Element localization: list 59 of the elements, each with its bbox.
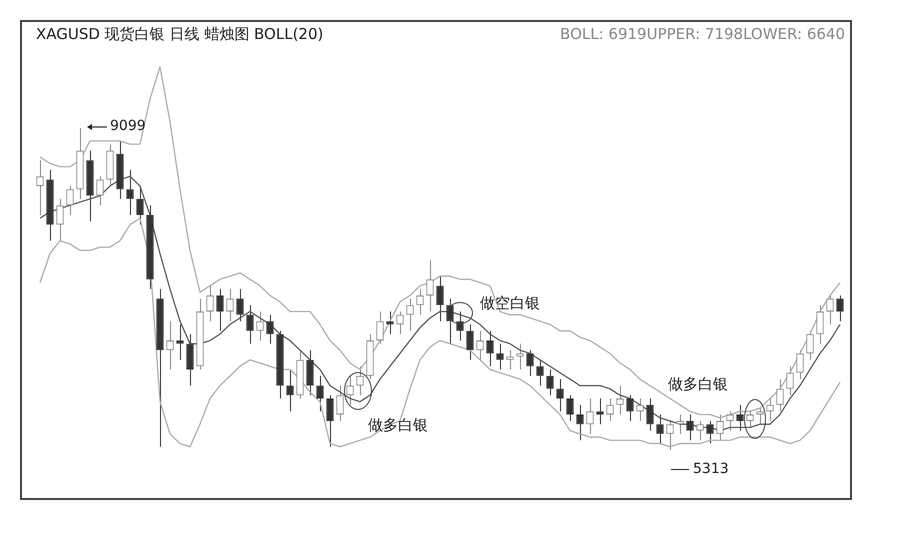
candlestick — [616, 385, 624, 416]
candlestick — [736, 404, 744, 432]
candlestick — [816, 304, 824, 344]
candlestick — [656, 414, 664, 444]
candlestick — [306, 350, 314, 396]
candlestick — [136, 186, 144, 226]
text: BOLL: 6919UPPER: 7198LOWER: 6640 — [560, 25, 845, 43]
candlestick — [436, 276, 444, 322]
chart-title: XAGUSD 现货白银 日线 蜡烛图 BOLL(20) — [36, 25, 324, 44]
candlestick — [706, 420, 714, 444]
candlestick — [336, 385, 344, 422]
candlestick — [246, 304, 254, 344]
candlestick — [206, 285, 214, 322]
candlestick — [66, 186, 74, 216]
candlestick — [186, 334, 194, 386]
annotation: 做空白银 — [480, 294, 540, 313]
candlestick — [766, 398, 774, 422]
candlestick — [836, 294, 844, 322]
candlestick — [536, 359, 544, 386]
candlestick — [796, 350, 804, 380]
candlestick — [486, 330, 494, 367]
candlestick — [506, 350, 514, 370]
candlestick — [686, 414, 694, 441]
candlestick — [326, 394, 334, 448]
candlestick — [216, 288, 224, 332]
candlestick — [696, 420, 704, 441]
candlestick — [576, 404, 584, 441]
candlestick — [386, 311, 394, 335]
candlestick — [126, 169, 134, 216]
annotation: 做多白银 — [668, 376, 728, 394]
candlestick — [826, 294, 834, 325]
candlestick — [166, 320, 174, 370]
annotation: 做多白银 — [368, 416, 428, 435]
candlestick — [496, 343, 504, 370]
candlestick — [626, 394, 634, 422]
candlestick — [526, 350, 534, 376]
candlestick — [806, 330, 814, 360]
candlestick — [36, 160, 44, 216]
candlestick — [586, 398, 594, 434]
candlestick — [466, 324, 474, 360]
candlestick — [376, 311, 384, 344]
candlestick — [56, 198, 64, 242]
candlestick — [546, 368, 554, 396]
candlestick — [556, 378, 564, 412]
candlestick — [266, 314, 274, 344]
candlestick — [226, 288, 234, 322]
candlestick — [716, 414, 724, 441]
candlestick — [286, 368, 294, 412]
candlestick — [776, 378, 784, 412]
candlestick — [426, 260, 434, 312]
candlestick — [636, 398, 644, 422]
candlestick — [236, 288, 244, 322]
text: 5313 — [693, 461, 729, 477]
annotation: 9099 — [110, 118, 146, 134]
candlestick — [566, 394, 574, 422]
candlestick — [96, 176, 104, 206]
candlestick — [316, 375, 324, 412]
candlestick — [646, 398, 654, 432]
candlestick — [786, 366, 794, 396]
